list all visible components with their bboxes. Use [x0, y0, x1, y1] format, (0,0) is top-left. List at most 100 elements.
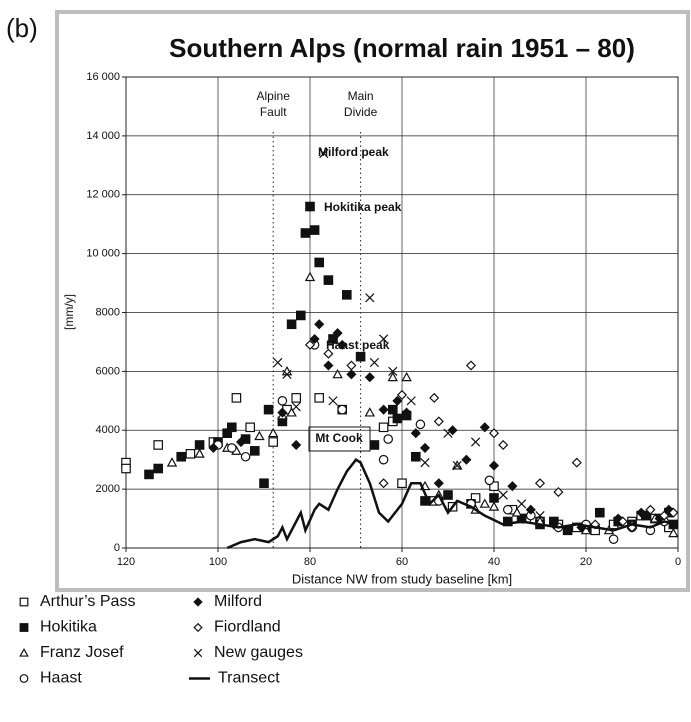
marker: [282, 369, 292, 379]
marker: [410, 428, 421, 439]
marker: [309, 333, 320, 345]
marker: [388, 366, 398, 376]
y-axis-label: [mm/y]: [62, 294, 76, 330]
marker: [489, 493, 499, 503]
marker: [314, 319, 325, 330]
marker: [227, 422, 237, 433]
marker: [443, 490, 453, 500]
x-tick-label: 40: [488, 556, 500, 568]
marker: [314, 257, 324, 268]
marker: [461, 454, 472, 465]
marker: [479, 498, 491, 508]
marker: [268, 437, 278, 447]
panel-label: (b): [6, 13, 38, 43]
legend-label: Franz Josef: [40, 644, 124, 661]
y-tick-label: 10 000: [86, 248, 120, 260]
marker: [153, 440, 163, 450]
legend-swatch: [19, 674, 29, 683]
marker: [516, 499, 527, 509]
marker: [369, 440, 380, 450]
marker: [305, 201, 315, 212]
marker: [488, 501, 500, 511]
marker: [571, 457, 582, 468]
marker: [286, 407, 297, 417]
marker: [498, 439, 509, 451]
plot-border: [125, 76, 679, 549]
marker: [323, 275, 334, 285]
marker: [194, 448, 205, 458]
marker: [387, 371, 399, 382]
marker: [411, 451, 421, 462]
marker: [300, 228, 311, 238]
marker: [328, 334, 338, 344]
marker: [420, 458, 430, 468]
marker: [511, 507, 523, 517]
marker: [452, 460, 462, 471]
marker: [401, 407, 412, 418]
annotation-box: [308, 426, 371, 452]
marker: [617, 516, 628, 527]
marker: [346, 369, 357, 380]
marker: [489, 481, 499, 491]
marker: [502, 504, 513, 515]
legend-label: Haast: [40, 670, 82, 687]
marker: [304, 271, 316, 282]
legend-swatch: [193, 622, 203, 633]
marker: [342, 290, 352, 300]
marker: [668, 507, 679, 518]
marker: [484, 475, 495, 486]
marker: [337, 404, 347, 415]
marker: [415, 419, 426, 430]
legend-swatch: [193, 648, 203, 658]
marker: [144, 469, 154, 480]
marker: [608, 534, 619, 544]
marker: [488, 460, 500, 471]
line: [226, 458, 679, 550]
marker: [231, 393, 242, 403]
marker: [291, 402, 301, 412]
marker: [208, 442, 219, 453]
y-tick-label: 6000: [96, 365, 120, 377]
marker: [323, 360, 334, 371]
marker: [659, 510, 670, 521]
marker: [176, 451, 186, 462]
legend-label: Milford: [214, 593, 262, 610]
marker: [240, 451, 251, 462]
marker: [636, 507, 647, 518]
marker: [346, 360, 357, 371]
marker: [378, 404, 389, 415]
marker: [323, 348, 334, 359]
marker: [273, 357, 283, 368]
y-tick-label: 4000: [96, 424, 120, 436]
marker: [277, 407, 288, 418]
marker: [488, 428, 500, 439]
annotation: Hokitika peak: [324, 200, 402, 214]
marker: [406, 396, 416, 406]
y-tick-label: 14 000: [86, 130, 120, 142]
marker: [286, 319, 297, 330]
reference-label: Divide: [344, 105, 378, 119]
marker: [397, 478, 407, 489]
legend-label: New gauges: [214, 644, 303, 661]
marker: [245, 422, 255, 433]
x-axis-label: Distance NW from study baseline [km]: [292, 571, 512, 586]
marker: [277, 396, 288, 406]
chart-title: Southern Alps (normal rain 1951 – 80): [169, 33, 635, 63]
marker: [259, 478, 269, 489]
y-tick-label: 0: [114, 542, 120, 554]
y-tick-label: 8000: [96, 306, 120, 318]
annotation: Mt Cook: [315, 431, 363, 445]
marker: [378, 334, 389, 344]
marker: [378, 422, 389, 433]
marker: [194, 440, 205, 450]
y-tick-label: 12 000: [86, 189, 120, 201]
marker: [185, 449, 196, 459]
marker: [388, 404, 398, 415]
marker: [332, 328, 343, 339]
marker: [383, 434, 393, 444]
marker: [314, 393, 324, 403]
marker: [364, 372, 375, 383]
marker: [429, 392, 440, 403]
marker: [296, 310, 306, 321]
